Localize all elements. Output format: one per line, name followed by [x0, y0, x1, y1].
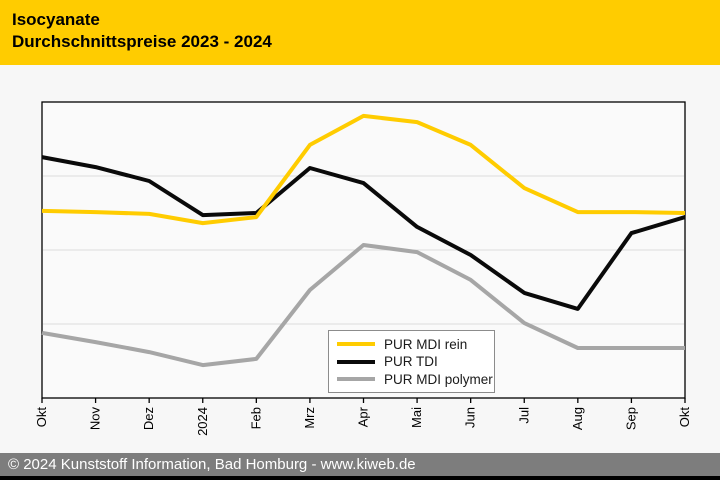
series-line-pur-mdi-rein — [41, 113, 686, 226]
x-tick-label: Feb — [248, 407, 263, 429]
x-tick-label: Mrz — [302, 407, 317, 429]
legend-label: PUR MDI rein — [384, 336, 468, 352]
bottom-black-bar — [0, 476, 720, 480]
x-tick-label: 2024 — [195, 407, 210, 436]
x-tick-label: Okt — [677, 407, 692, 428]
x-tick-label: Jun — [463, 407, 478, 428]
page-title-line2: Durchschnittspreise 2023 - 2024 — [12, 32, 272, 51]
series-line-pur-tdi — [41, 155, 686, 311]
chart-header: Isocyanate Durchschnittspreise 2023 - 20… — [0, 0, 720, 65]
x-tick-label: Nov — [88, 407, 103, 431]
chart-legend: PUR MDI rein PUR TDI PUR MDI polymer — [328, 330, 495, 393]
legend-item: PUR TDI — [337, 354, 486, 370]
x-tick-label: Dez — [141, 407, 156, 430]
legend-label: PUR MDI polymer — [384, 371, 493, 387]
copyright-text: © 2024 Kunststoff Information, Bad Hombu… — [8, 456, 416, 473]
x-tick-label: Mai — [409, 407, 424, 428]
legend-item: PUR MDI rein — [337, 336, 486, 352]
series-line-pur-mdi-polymer — [41, 243, 685, 368]
legend-swatch-pur-mdi-polymer — [337, 377, 375, 381]
legend-swatch-pur-mdi-rein — [337, 342, 375, 346]
x-tick-label: Aug — [570, 407, 585, 430]
x-tick-label: Jul — [516, 407, 531, 424]
x-tick-label: Apr — [356, 406, 371, 427]
x-tick-label: Okt — [34, 407, 49, 428]
legend-swatch-pur-tdi — [337, 359, 375, 364]
x-tick-label: Sep — [623, 407, 638, 430]
legend-item: PUR MDI polymer — [337, 371, 493, 387]
footer: © 2024 Kunststoff Information, Bad Hombu… — [0, 453, 720, 476]
page-title-line1: Isocyanate — [12, 10, 100, 29]
legend-label: PUR TDI — [384, 354, 438, 369]
